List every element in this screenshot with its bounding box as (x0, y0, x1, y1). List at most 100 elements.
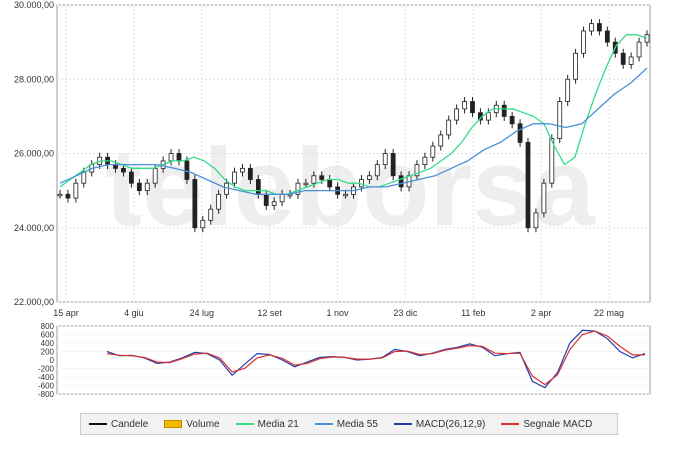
price-panel: teleborsa 22.000,00 24.000,00 26.000,00 28.0… (14, 0, 651, 318)
candle (398, 175, 404, 188)
candle (327, 179, 333, 188)
candle (192, 179, 198, 229)
candle (604, 30, 610, 43)
candle (216, 193, 222, 210)
macd-tick-label: 0 (50, 356, 55, 365)
macd-tick-label: 400 (41, 339, 55, 348)
legend-swatch (235, 423, 254, 425)
legend-label: Media 21 (257, 418, 299, 430)
legend-label: Volume (186, 418, 220, 430)
macd-tick-label: 800 (41, 322, 55, 331)
candle (136, 182, 142, 192)
candle (374, 164, 380, 177)
macd-tick-label: -800 (38, 390, 55, 399)
candle (501, 104, 507, 117)
candle (279, 193, 285, 203)
candle (224, 182, 229, 195)
candle (454, 108, 460, 121)
candle (255, 179, 261, 195)
y-tick-label: 22.000,00 (14, 297, 54, 307)
candle (247, 167, 253, 180)
candle (509, 115, 515, 125)
candle (414, 164, 420, 177)
candle (168, 153, 174, 162)
candle (65, 193, 71, 199)
candle (422, 156, 428, 166)
candle (541, 182, 547, 214)
x-tick-label: 23 dic (393, 308, 418, 318)
macd-series-line (106, 330, 645, 386)
legend-swatch (393, 423, 412, 425)
x-tick-label: 15 apr (53, 308, 79, 318)
candle (366, 175, 372, 180)
y-tick-label: 28.000,00 (14, 74, 54, 84)
legend-item: Candele (89, 419, 148, 430)
candle (73, 182, 79, 199)
candle (533, 212, 539, 229)
candle (581, 30, 586, 54)
candle (462, 101, 467, 110)
candle (485, 112, 491, 121)
candle (319, 175, 325, 180)
candle (176, 153, 182, 162)
candle (470, 101, 475, 114)
candle (557, 101, 563, 140)
macd-tick-label: 200 (41, 348, 55, 357)
candle (343, 193, 348, 197)
legend-swatch (501, 423, 520, 425)
candle (525, 141, 531, 229)
candle (57, 193, 63, 197)
legend-label: Media 55 (336, 418, 378, 430)
x-tick-label: 1 nov (326, 308, 349, 318)
legend-label: MACD(26,12,9) (415, 418, 486, 430)
candle (200, 219, 206, 229)
candle (620, 52, 626, 65)
candle (589, 23, 594, 32)
candle (184, 160, 190, 180)
legend-label: Segnale MACD (523, 418, 593, 430)
x-tick-label: 2 apr (531, 308, 552, 318)
x-tick-label: 4 giu (124, 308, 144, 318)
macd-tick-label: 600 (41, 331, 55, 340)
candle (597, 23, 602, 32)
candle (430, 145, 436, 158)
candle (390, 153, 396, 177)
x-tick-label: 24 lug (189, 308, 214, 318)
candle (565, 78, 571, 102)
candle (232, 171, 237, 184)
x-tick-label: 12 set (257, 308, 282, 318)
series-line (59, 67, 648, 195)
legend-item: MACD(26,12,9) (393, 418, 486, 430)
candle (438, 134, 444, 147)
candle (144, 182, 150, 192)
legend: Candele Volume Media 21 Media 55 MACD(26,12,… (80, 413, 618, 435)
x-tick-label: 11 feb (461, 308, 485, 318)
candle (517, 123, 523, 143)
candle (295, 182, 301, 195)
candle (573, 52, 579, 80)
y-tick-label: 24.000,00 (14, 223, 54, 233)
candle (81, 171, 87, 184)
candle (628, 56, 634, 65)
y-tick-label: 30.000,00 (14, 0, 54, 10)
legend-swatch (89, 423, 107, 425)
candle (263, 193, 269, 206)
candle (446, 119, 452, 136)
macd-tick-label: -200 (38, 365, 55, 374)
candle (311, 175, 317, 184)
candle (303, 182, 309, 186)
legend-swatch (164, 420, 183, 428)
candle (128, 171, 134, 184)
candle (271, 201, 277, 206)
candle (240, 167, 245, 173)
x-tick-label: 22 mag (594, 308, 624, 318)
series-line (59, 34, 648, 195)
candle (152, 167, 158, 184)
candle (549, 138, 555, 184)
legend-item: Media 21 (235, 418, 299, 430)
legend-label: Candele (111, 418, 149, 430)
macd-tick-label: -400 (38, 373, 55, 382)
legend-item: Media 55 (314, 418, 378, 430)
macd-tick-label: -600 (38, 382, 55, 391)
